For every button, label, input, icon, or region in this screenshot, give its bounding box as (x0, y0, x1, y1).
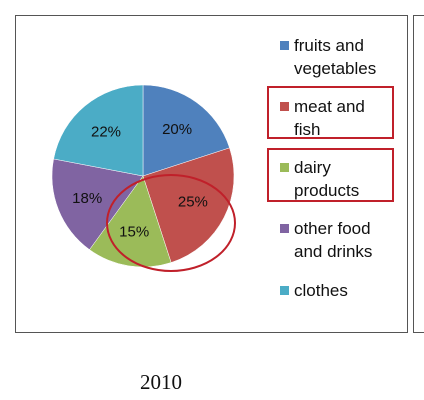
adjacent-chart-frame-edge (413, 15, 424, 333)
legend-swatch (280, 286, 289, 295)
legend-highlight-box-dairy-products (267, 148, 394, 202)
chart-caption-year: 2010 (140, 370, 182, 394)
legend-label: other food and drinks (294, 219, 373, 261)
legend-swatch (280, 102, 289, 111)
legend-label: meat and fish (294, 97, 365, 139)
legend-highlight-box-meat-and-fish (267, 86, 394, 139)
legend-label: fruits and vegetables (294, 36, 377, 78)
legend-swatch (280, 224, 289, 233)
legend-swatch (280, 41, 289, 50)
legend-label: dairy products (294, 158, 360, 200)
legend-swatch (280, 163, 289, 172)
legend-label: clothes (294, 281, 348, 300)
